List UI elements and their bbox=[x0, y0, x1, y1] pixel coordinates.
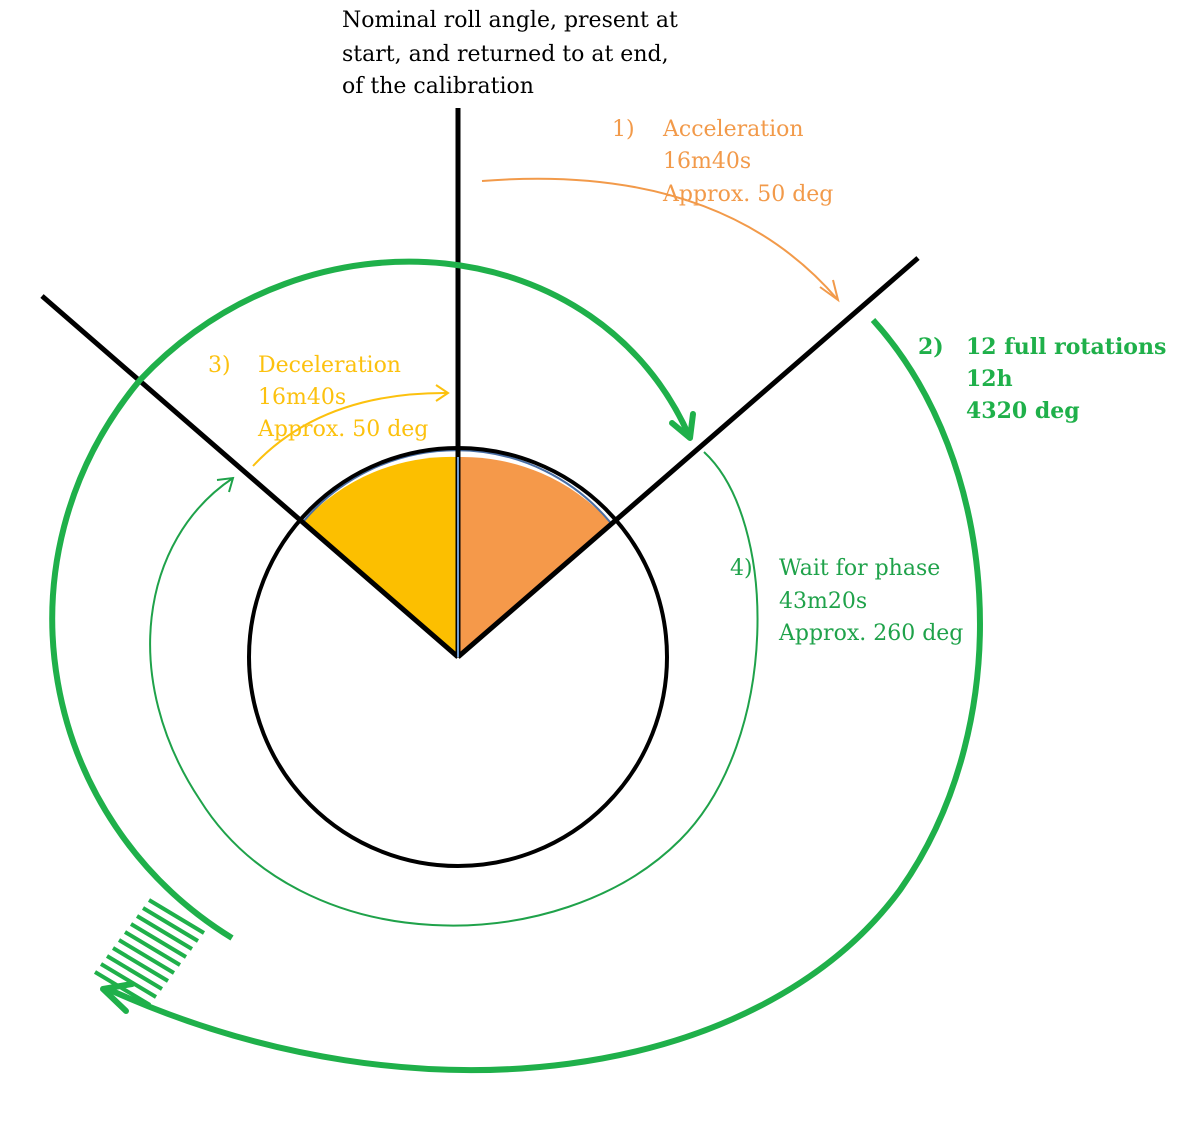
phase-3-number: 3) bbox=[208, 353, 231, 378]
deceleration-arrow bbox=[252, 391, 449, 467]
acceleration-wedge bbox=[458, 456, 610, 657]
caption-line-3: of the calibration bbox=[342, 74, 534, 99]
arrowhead-icon bbox=[100, 981, 135, 1014]
phase-1-angle: Approx. 50 deg bbox=[663, 182, 834, 207]
phase-3-title: Deceleration bbox=[258, 353, 401, 378]
phase-4-angle: Approx. 260 deg bbox=[779, 621, 964, 646]
phase-2-angle: 4320 deg bbox=[966, 398, 1080, 424]
phase-2-title: 12 full rotations bbox=[966, 334, 1167, 360]
phase-1-number: 1) bbox=[612, 117, 635, 142]
caption-line-1: Nominal roll angle, present at bbox=[342, 8, 678, 33]
rotation-arc-outer bbox=[108, 317, 983, 1074]
deceleration-start-line bbox=[40, 294, 460, 659]
acceleration-arrow bbox=[481, 177, 839, 301]
phase-1-title: Acceleration bbox=[663, 117, 804, 142]
phase-2-duration: 12h bbox=[966, 366, 1013, 392]
phase-3-angle: Approx. 50 deg bbox=[258, 417, 429, 442]
hatch-marks-icon bbox=[93, 898, 206, 1007]
rotation-arc-inner bbox=[49, 258, 693, 941]
phase-3-duration: 16m40s bbox=[258, 385, 347, 410]
phase-4-title: Wait for phase bbox=[779, 556, 941, 581]
phase-2-number: 2) bbox=[918, 334, 944, 360]
wait-phase-arrow bbox=[149, 451, 759, 927]
phase-4-duration: 43m20s bbox=[779, 589, 868, 614]
acceleration-end-line bbox=[456, 256, 920, 659]
arrowhead-icon bbox=[216, 476, 235, 493]
deceleration-wedge bbox=[303, 456, 458, 657]
phase-4-number: 4) bbox=[730, 556, 753, 581]
arrowhead-icon bbox=[435, 384, 450, 402]
phase-1-duration: 16m40s bbox=[663, 149, 752, 174]
caption-line-2: start, and returned to at end, bbox=[342, 42, 669, 67]
arrowhead-icon bbox=[819, 279, 840, 303]
arrowhead-icon bbox=[669, 411, 696, 441]
